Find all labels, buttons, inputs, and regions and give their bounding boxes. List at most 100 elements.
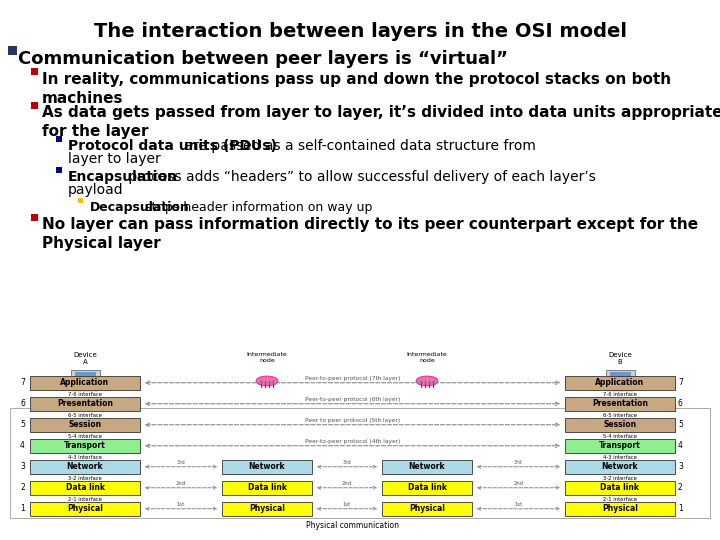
FancyBboxPatch shape: [56, 136, 62, 142]
Text: Application: Application: [595, 378, 644, 387]
Text: Session: Session: [603, 420, 636, 429]
FancyBboxPatch shape: [565, 417, 675, 432]
Text: Peer to peer protocol (5th layer): Peer to peer protocol (5th layer): [305, 418, 400, 423]
FancyBboxPatch shape: [610, 372, 631, 380]
Text: 6: 6: [678, 399, 683, 408]
Text: As data gets passed from layer to layer, it’s divided into data units appropriat: As data gets passed from layer to layer,…: [42, 105, 720, 139]
Text: process adds “headers” to allow successful delivery of each layer’s: process adds “headers” to allow successf…: [124, 170, 596, 184]
FancyBboxPatch shape: [71, 369, 99, 382]
Text: layer to layer: layer to layer: [68, 152, 161, 166]
FancyBboxPatch shape: [82, 382, 88, 385]
FancyBboxPatch shape: [222, 502, 312, 516]
Text: Intermediate
node: Intermediate node: [247, 352, 287, 363]
Text: 3rd: 3rd: [343, 460, 351, 465]
FancyBboxPatch shape: [30, 438, 140, 453]
Text: Data link: Data link: [248, 483, 287, 492]
FancyBboxPatch shape: [30, 481, 140, 495]
Ellipse shape: [416, 376, 438, 386]
FancyBboxPatch shape: [382, 460, 472, 474]
Text: 5: 5: [678, 420, 683, 429]
Text: 6-5 interface: 6-5 interface: [603, 413, 637, 418]
FancyBboxPatch shape: [565, 396, 675, 411]
Text: Device
A: Device A: [73, 352, 97, 365]
FancyBboxPatch shape: [565, 460, 675, 474]
Text: 2: 2: [20, 483, 25, 492]
FancyBboxPatch shape: [30, 375, 140, 390]
Text: 2nd: 2nd: [513, 481, 523, 486]
Text: Peer-to-peer protocol (4th layer): Peer-to-peer protocol (4th layer): [305, 438, 400, 444]
Text: 3rd: 3rd: [514, 460, 523, 465]
Text: payload: payload: [68, 184, 124, 198]
FancyBboxPatch shape: [30, 68, 37, 75]
FancyBboxPatch shape: [78, 198, 83, 204]
FancyBboxPatch shape: [565, 481, 675, 495]
Text: The interaction between layers in the OSI model: The interaction between layers in the OS…: [94, 22, 626, 41]
Text: In reality, communications pass up and down the protocol stacks on both
machines: In reality, communications pass up and d…: [42, 71, 671, 106]
Text: 3rd: 3rd: [176, 460, 185, 465]
FancyBboxPatch shape: [30, 396, 140, 411]
Text: 2-1 interface: 2-1 interface: [68, 497, 102, 502]
Text: Network: Network: [602, 462, 639, 471]
Text: 2: 2: [678, 483, 683, 492]
Text: 2-1 interface: 2-1 interface: [603, 497, 637, 502]
Text: Device
B: Device B: [608, 352, 632, 365]
Text: 2nd: 2nd: [342, 481, 352, 486]
FancyBboxPatch shape: [565, 502, 675, 516]
FancyBboxPatch shape: [617, 382, 623, 385]
Text: Physical: Physical: [602, 504, 638, 513]
FancyBboxPatch shape: [30, 102, 37, 109]
Text: 3: 3: [20, 462, 25, 471]
Text: Protocol data units (PDUs): Protocol data units (PDUs): [68, 139, 277, 153]
Text: Physical: Physical: [409, 504, 445, 513]
FancyBboxPatch shape: [382, 502, 472, 516]
Text: Presentation: Presentation: [592, 399, 648, 408]
Text: 4: 4: [678, 441, 683, 450]
Text: Session: Session: [68, 420, 102, 429]
FancyBboxPatch shape: [382, 481, 472, 495]
Text: 1st: 1st: [177, 502, 185, 507]
Text: 6-5 interface: 6-5 interface: [68, 413, 102, 418]
FancyBboxPatch shape: [77, 385, 93, 388]
Ellipse shape: [256, 376, 278, 386]
Text: 6: 6: [20, 399, 25, 408]
Text: Decapsulation: Decapsulation: [90, 201, 190, 214]
Text: Application: Application: [60, 378, 109, 387]
Text: No layer can pass information directly to its peer counterpart except for the
Ph: No layer can pass information directly t…: [42, 217, 698, 251]
Text: Peer-to-peer protocol (7th layer): Peer-to-peer protocol (7th layer): [305, 376, 400, 381]
Text: Communication between peer layers is “virtual”: Communication between peer layers is “vi…: [18, 50, 508, 68]
Text: 4-3 interface: 4-3 interface: [603, 455, 637, 460]
Text: are passed as a self-contained data structure from: are passed as a self-contained data stru…: [180, 139, 536, 153]
Text: Physical: Physical: [249, 504, 285, 513]
Text: Data link: Data link: [408, 483, 446, 492]
Text: Physical communication: Physical communication: [306, 521, 399, 530]
Text: 5-4 interface: 5-4 interface: [68, 434, 102, 438]
FancyBboxPatch shape: [565, 438, 675, 453]
Text: 1st: 1st: [343, 502, 351, 507]
Text: 7-6 interface: 7-6 interface: [68, 392, 102, 397]
FancyBboxPatch shape: [612, 385, 628, 388]
Text: Data link: Data link: [600, 483, 639, 492]
Text: 7-6 interface: 7-6 interface: [603, 392, 637, 397]
FancyBboxPatch shape: [30, 417, 140, 432]
FancyBboxPatch shape: [608, 388, 633, 391]
Text: 7: 7: [20, 378, 25, 387]
FancyBboxPatch shape: [56, 167, 62, 173]
Text: 3-2 interface: 3-2 interface: [68, 476, 102, 481]
Text: 1st: 1st: [514, 502, 523, 507]
FancyBboxPatch shape: [7, 45, 17, 55]
Text: Encapsulation: Encapsulation: [68, 170, 178, 184]
Text: Transport: Transport: [64, 441, 106, 450]
Text: Network: Network: [67, 462, 103, 471]
Text: 5: 5: [20, 420, 25, 429]
FancyBboxPatch shape: [606, 369, 634, 382]
Text: Peer-to-peer protocol (6th layer): Peer-to-peer protocol (6th layer): [305, 397, 400, 402]
FancyBboxPatch shape: [222, 481, 312, 495]
FancyBboxPatch shape: [74, 372, 96, 380]
Text: 2nd: 2nd: [176, 481, 186, 486]
Text: Network: Network: [409, 462, 445, 471]
Text: Intermediate
node: Intermediate node: [407, 352, 447, 363]
Text: 3-2 interface: 3-2 interface: [603, 476, 637, 481]
FancyBboxPatch shape: [222, 460, 312, 474]
Text: Presentation: Presentation: [57, 399, 113, 408]
FancyBboxPatch shape: [30, 214, 37, 221]
